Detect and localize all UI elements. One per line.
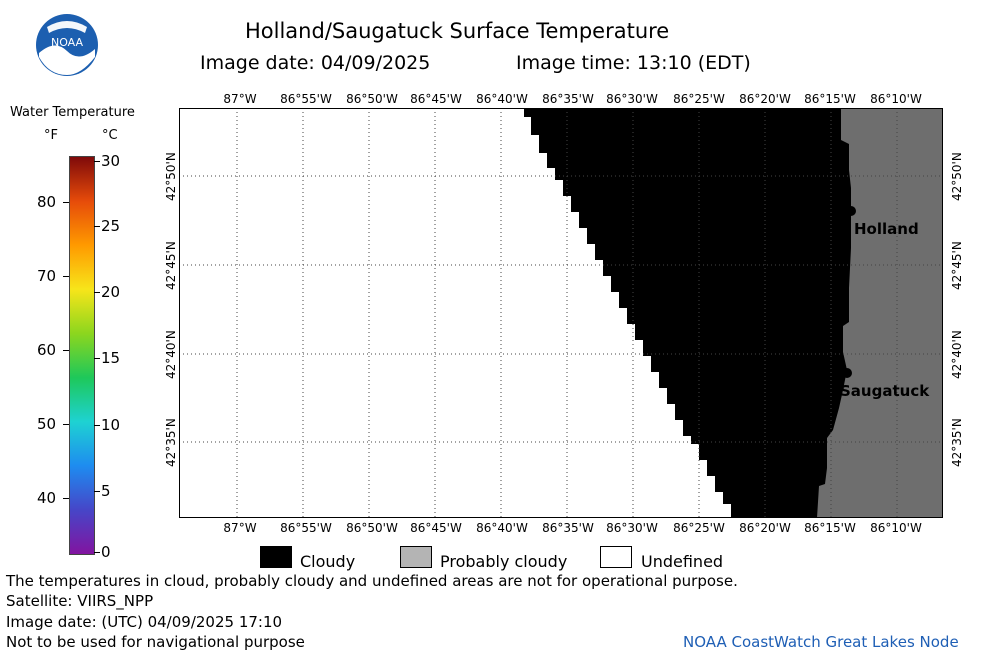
longitude-label: 86°35'W [542,521,594,535]
logo-text: NOAA [51,36,84,49]
colorbar [69,156,95,555]
colorbar-c-tick: 0 [101,543,111,561]
colorbar-f-tick: 70 [37,267,57,285]
longitude-label: 86°50'W [346,92,398,106]
holland-marker [846,206,856,216]
longitude-label: 86°10'W [870,521,922,535]
colorbar-c-tickmark [94,552,100,553]
land-area [817,108,943,518]
city-label-holland: Holland [854,220,919,238]
legend-label-probably-cloudy: Probably cloudy [440,552,568,571]
colorbar-c-tick: 15 [101,349,121,367]
unit-celsius: °C [102,128,118,143]
latitude-label: 42°45'N [950,241,964,290]
longitude-label: 86°10'W [870,92,922,106]
colorbar-f-tick: 50 [37,415,57,433]
saugatuck-marker [842,368,852,378]
colorbar-c-tickmark [94,491,100,492]
city-label-saugatuck: Saugatuck [840,382,930,400]
disclaimer-text: The temperatures in cloud, probably clou… [6,572,738,590]
colorbar-f-tickmark [63,498,69,499]
latitude-label: 42°45'N [164,241,178,290]
colorbar-f-tick: 60 [37,341,57,359]
longitude-label: 87°W [223,92,257,106]
longitude-label: 86°35'W [542,92,594,106]
colorbar-title: Water Temperature [10,105,135,120]
latitude-label: 42°35'N [950,418,964,467]
unit-fahrenheit: °F [44,128,58,143]
legend-swatch-cloudy [260,546,292,568]
longitude-label: 87°W [223,521,257,535]
navigation-warning: Not to be used for navigational purpose [6,633,305,651]
colorbar-c-tick: 20 [101,283,121,301]
colorbar-c-tickmark [94,226,100,227]
latitude-label: 42°40'N [950,330,964,379]
longitude-label: 86°30'W [606,92,658,106]
colorbar-f-tickmark [63,350,69,351]
longitude-label: 86°20'W [739,92,791,106]
colorbar-c-tickmark [94,425,100,426]
longitude-label: 86°45'W [410,92,462,106]
image-date: Image date: 04/09/2025 [200,52,431,74]
colorbar-c-tick: 30 [101,152,121,170]
longitude-label: 86°50'W [346,521,398,535]
longitude-label: 86°40'W [476,92,528,106]
map-grid [179,108,943,518]
longitude-label: 86°15'W [804,92,856,106]
latitude-label: 42°40'N [164,330,178,379]
longitude-label: 86°55'W [280,92,332,106]
map-area: Holland Saugatuck [179,108,943,518]
latitude-label: 42°50'N [164,152,178,201]
colorbar-c-tickmark [94,358,100,359]
longitude-label: 86°55'W [280,521,332,535]
longitude-label: 86°25'W [673,92,725,106]
latitude-label: 42°35'N [164,418,178,467]
colorbar-f-tickmark [63,276,69,277]
legend-label-undefined: Undefined [641,552,724,571]
longitude-label: 86°45'W [410,521,462,535]
longitude-label: 86°20'W [739,521,791,535]
image-time: Image time: 13:10 (EDT) [516,52,751,74]
map-svg [179,108,943,518]
satellite-text: Satellite: VIIRS_NPP [6,592,154,610]
colorbar-c-tickmark [94,161,100,162]
colorbar-f-tickmark [63,424,69,425]
legend-swatch-undefined [600,546,632,568]
utc-date-text: Image date: (UTC) 04/09/2025 17:10 [6,613,283,631]
noaa-logo: NOAA [36,14,98,76]
colorbar-c-tick: 25 [101,217,121,235]
colorbar-f-tickmark [63,202,69,203]
longitude-label: 86°40'W [476,521,528,535]
colorbar-f-tick: 80 [37,193,57,211]
page-title: Holland/Saugatuck Surface Temperature [245,19,670,43]
colorbar-c-tickmark [94,292,100,293]
colorbar-c-tick: 10 [101,416,121,434]
legend-label-cloudy: Cloudy [300,552,356,571]
colorbar-c-tick: 5 [101,482,111,500]
legend-swatch-probably-cloudy [400,546,432,568]
longitude-label: 86°30'W [606,521,658,535]
colorbar-f-tick: 40 [37,489,57,507]
latitude-label: 42°50'N [950,152,964,201]
longitude-label: 86°15'W [804,521,856,535]
longitude-label: 86°25'W [673,521,725,535]
credit-text: NOAA CoastWatch Great Lakes Node [683,633,959,651]
